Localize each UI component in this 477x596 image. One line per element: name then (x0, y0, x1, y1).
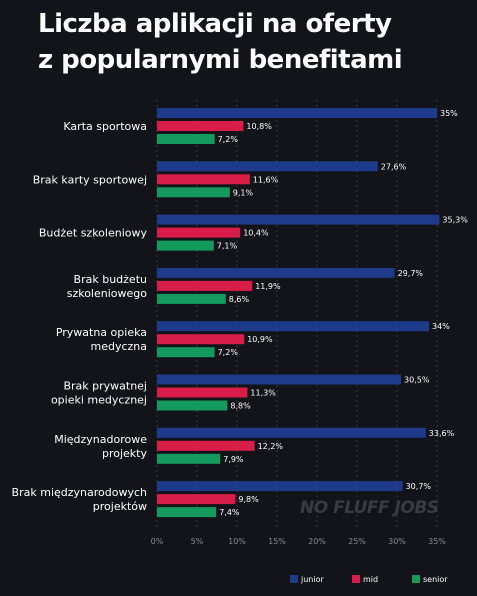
x-tick-label: 0% (151, 537, 164, 546)
bar-mid (157, 280, 253, 291)
category-label: Brak międzynarodowych (12, 486, 147, 499)
data-label-senior: 7,2% (218, 348, 239, 357)
chart-title-line-1: Liczba aplikacji na oferty (38, 9, 392, 39)
bar-junior (157, 161, 378, 172)
chart-title-line-2: z popularnymi benefitami (38, 45, 403, 75)
x-tick-label: 20% (308, 537, 326, 546)
data-label-mid: 12,2% (258, 442, 284, 451)
bar-mid (157, 494, 236, 505)
data-label-junior: 30,7% (406, 482, 432, 491)
grid-lines (156, 100, 438, 530)
category-label: medyczna (90, 340, 147, 353)
data-label-mid: 11,6% (253, 175, 279, 184)
legend-label-junior: junior (300, 575, 324, 584)
bar-junior (157, 427, 426, 438)
bar-junior (157, 214, 440, 225)
bar-junior (157, 481, 403, 492)
bar-mid (157, 121, 244, 131)
x-tick-label: 10% (228, 537, 246, 546)
legend-swatch-junior (290, 575, 298, 583)
data-label-mid: 11,9% (255, 282, 281, 291)
bar-senior (157, 240, 214, 251)
x-tick-label: 25% (348, 537, 366, 546)
category-label: Międzynadorowe (54, 433, 147, 446)
watermark-logo: NO FLUFF JOBS (300, 498, 439, 518)
bar-junior (157, 374, 401, 385)
data-label-mid: 10,9% (247, 335, 273, 344)
bar-senior (157, 187, 230, 198)
legend-swatch-mid (352, 575, 360, 583)
category-label: projektów (93, 500, 147, 513)
data-label-mid: 9,8% (238, 495, 259, 504)
category-label: szkoleniowego (67, 287, 148, 300)
x-axis-ticks: 0% 5% 10% 15% 20% 25% 30% 35% (151, 537, 447, 546)
bar-mid (157, 227, 241, 238)
bar-senior (157, 134, 215, 144)
bars: 35% 10,8% 7,2% 27,6% 11,6% 9,1% 35,3% 10,4% 7,1%… (157, 108, 468, 518)
data-label-junior: 35% (440, 109, 458, 118)
category-label: Brak prywatnej (63, 380, 147, 393)
data-label-junior: 29,7% (398, 269, 424, 278)
legend-label-mid: mid (363, 575, 378, 584)
category-label: Karta sportowa (63, 120, 147, 133)
x-tick-label: 5% (191, 537, 204, 546)
bar-junior (157, 267, 395, 278)
chart-title: Liczba aplikacji na oferty z popularnymi… (38, 6, 468, 78)
data-label-junior: 35,3% (442, 216, 468, 225)
bar-mid (157, 440, 255, 451)
bar-mid (157, 334, 245, 345)
category-label: Brak budżetu (74, 273, 147, 286)
bar-senior (157, 453, 221, 464)
bar-mid (157, 174, 250, 185)
x-tick-label: 30% (388, 537, 406, 546)
data-label-junior: 33,6% (429, 429, 455, 438)
data-label-mid: 10,8% (246, 122, 272, 131)
x-tick-label: 35% (428, 537, 446, 546)
category-label: Brak karty sportowej (33, 173, 147, 186)
bar-senior (157, 507, 217, 518)
category-label: Prywatna opieka (56, 326, 147, 339)
bar-senior (157, 293, 226, 304)
data-label-senior: 7,9% (223, 455, 244, 464)
bar-mid (157, 387, 248, 398)
legend: junior mid senior (290, 575, 448, 584)
category-label: Budżet szkoleniowy (39, 227, 148, 240)
bar-senior (157, 400, 228, 411)
data-label-senior: 9,1% (233, 188, 254, 197)
data-label-junior: 27,6% (381, 162, 407, 171)
x-tick-label: 15% (268, 537, 286, 546)
category-labels: Karta sportowa Brak karty sportowej Budżet… (12, 120, 148, 513)
data-label-junior: 30,5% (404, 376, 430, 385)
data-label-senior: 8,6% (229, 295, 250, 304)
data-label-senior: 8,8% (230, 402, 251, 411)
bar-junior (157, 108, 437, 118)
data-label-mid: 11,3% (250, 389, 276, 398)
data-label-senior: 7,4% (219, 508, 240, 517)
category-label: opieki medycznej (51, 394, 147, 407)
data-label-junior: 34% (432, 322, 450, 331)
bar-senior (157, 347, 215, 358)
legend-swatch-senior (412, 575, 420, 583)
bar-junior (157, 321, 429, 332)
data-label-mid: 10,4% (243, 229, 269, 238)
data-label-senior: 7,1% (217, 242, 238, 251)
legend-label-senior: senior (423, 575, 448, 584)
category-label: projekty (102, 447, 148, 460)
data-label-senior: 7,2% (218, 135, 239, 144)
